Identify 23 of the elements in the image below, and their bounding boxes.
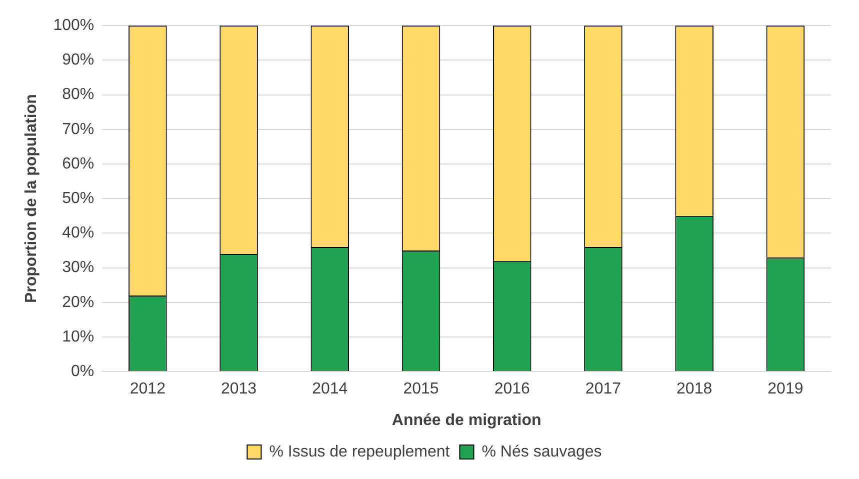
legend-label: % Nés sauvages [482,443,602,460]
x-axis-title: Année de migration [392,412,542,429]
y-tick-label: 70% [62,120,94,138]
y-tick-label: 100% [53,17,94,34]
x-tick-label: 2015 [403,380,439,398]
legend-label: % Issus de repeuplement [269,443,450,460]
y-tick-label: 30% [62,259,94,276]
x-tick-label: 2013 [220,380,257,398]
y-tick-label: 50% [62,190,94,208]
y-tick-label: 90% [62,52,94,69]
x-tick-label: 2017 [585,380,622,398]
y-tick-label: 40% [62,224,94,242]
y-tick-label: 0% [70,363,94,380]
x-tick-label: 2016 [494,380,530,398]
x-tick-label: 2018 [676,380,712,398]
y-tick-label: 60% [62,155,94,172]
y-tick-label: 20% [62,294,94,311]
x-tick-label: 2019 [768,380,804,398]
y-tick-label: 10% [62,328,94,346]
x-tick-label: 2012 [130,380,166,398]
y-tick-label: 80% [62,86,94,104]
y-axis-title: Proportion de la population [23,94,40,304]
x-tick-label: 2014 [312,380,348,398]
